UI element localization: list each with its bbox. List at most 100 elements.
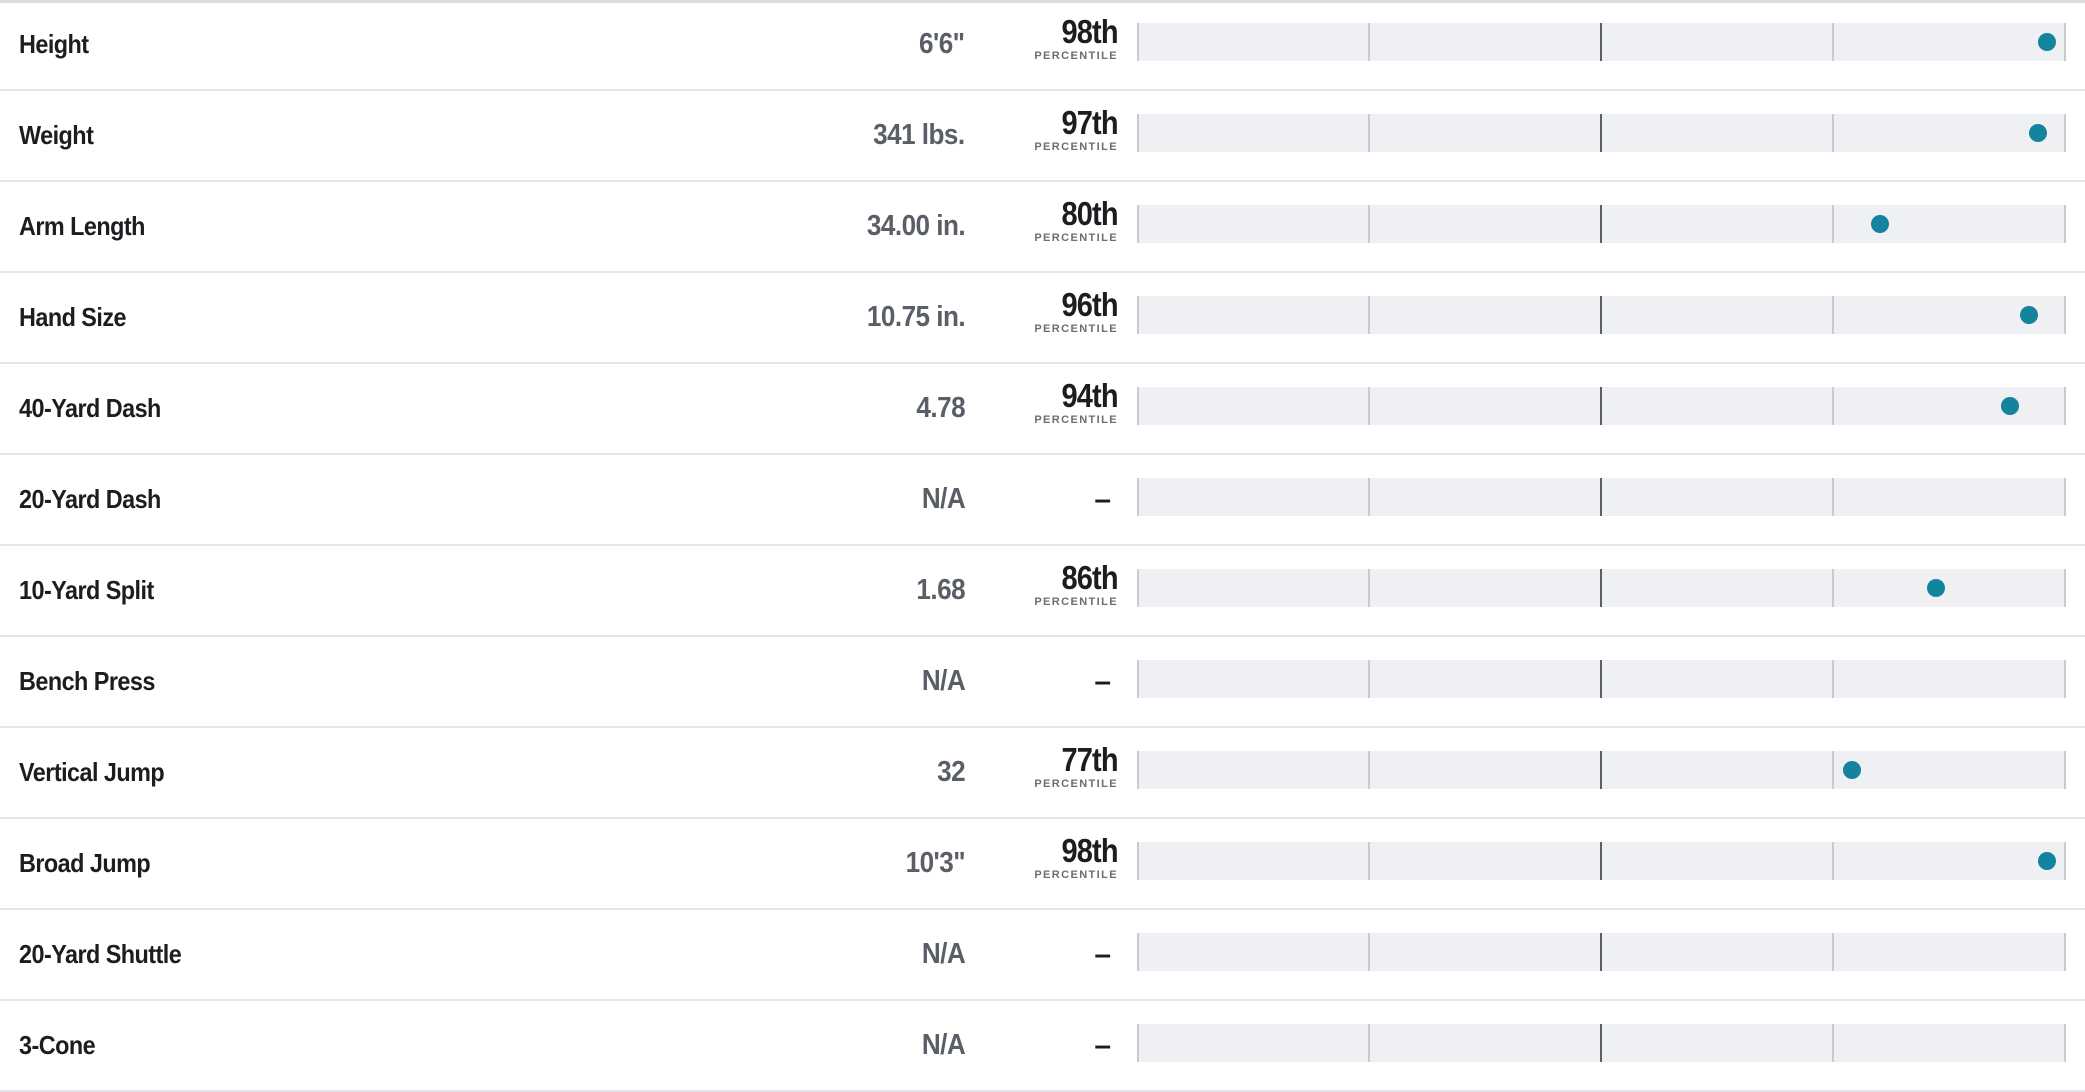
percentile-value: 98th	[1061, 13, 1119, 50]
metric-value: 341 lbs.	[873, 119, 966, 151]
metric-value: N/A	[921, 1029, 966, 1061]
percentile-caption: PERCENTILE	[1034, 232, 1118, 244]
track-tick	[1832, 842, 1834, 880]
track-midline	[1600, 296, 1602, 334]
track-tick	[1832, 205, 1834, 243]
table-row: Vertical Jump 32 77th PERCENTILE	[0, 728, 2085, 819]
track-tick	[1137, 387, 1139, 425]
metric-label: 40-Yard Dash	[19, 393, 161, 423]
percentile-block: 77th PERCENTILE	[1034, 741, 1119, 791]
table-row: Bench Press N/A –	[0, 637, 2085, 728]
track-tick	[1368, 751, 1370, 789]
percentile-caption: PERCENTILE	[1034, 414, 1118, 426]
metric-label: Bench Press	[19, 666, 155, 696]
table-row: Height 6'6" 98th PERCENTILE	[0, 0, 2085, 91]
percentile-empty-dash: –	[1094, 665, 1111, 698]
track-tick	[2064, 478, 2066, 516]
metric-label: Arm Length	[19, 211, 145, 241]
metric-label: 20-Yard Dash	[19, 484, 161, 514]
track-tick	[1832, 569, 1834, 607]
table-top-border	[0, 0, 2085, 3]
table-row: 20-Yard Dash N/A –	[0, 455, 2085, 546]
track-tick	[1832, 1024, 1834, 1062]
metric-value: 1.68	[916, 574, 965, 606]
percentile-track	[1137, 296, 2066, 334]
percentile-dot	[2038, 852, 2057, 870]
track-midline	[1600, 569, 1602, 607]
percentile-dot	[2038, 33, 2057, 51]
track-midline	[1600, 114, 1602, 152]
track-tick	[1832, 933, 1834, 971]
percentile-dot	[2029, 124, 2048, 142]
percentile-track	[1137, 478, 2066, 516]
percentile-track	[1137, 933, 2066, 971]
percentile-empty-dash: –	[1094, 1029, 1111, 1062]
table-row: Hand Size 10.75 in. 96th PERCENTILE	[0, 273, 2085, 364]
track-midline	[1600, 933, 1602, 971]
percentile-track	[1137, 387, 2066, 425]
track-midline	[1600, 751, 1602, 789]
percentile-track	[1137, 751, 2066, 789]
metric-value: 10.75 in.	[866, 301, 966, 333]
percentile-block: 94th PERCENTILE	[1034, 377, 1119, 427]
percentile-value: 77th	[1061, 741, 1119, 778]
track-tick	[1137, 478, 1139, 516]
percentile-block: 98th PERCENTILE	[1034, 833, 1119, 882]
percentile-value: 86th	[1061, 559, 1119, 596]
track-tick	[1368, 569, 1370, 607]
percentile-track	[1137, 205, 2066, 243]
track-tick	[1832, 387, 1834, 425]
percentile-value: 80th	[1061, 195, 1119, 232]
track-tick	[2064, 933, 2066, 971]
percentile-dot	[1871, 215, 1890, 233]
percentile-value: 97th	[1061, 104, 1119, 141]
percentile-caption: PERCENTILE	[1034, 778, 1118, 790]
track-tick	[1368, 23, 1370, 61]
track-tick	[1137, 1024, 1139, 1062]
track-tick	[2064, 751, 2066, 789]
metric-label: 20-Yard Shuttle	[19, 939, 182, 969]
track-tick	[1832, 23, 1834, 61]
percentile-track	[1137, 842, 2066, 880]
track-tick	[2064, 23, 2066, 61]
track-midline	[1600, 387, 1602, 425]
metric-label: 3-Cone	[19, 1030, 96, 1060]
track-tick	[1137, 842, 1139, 880]
track-tick	[1832, 751, 1834, 789]
table-row: 40-Yard Dash 4.78 94th PERCENTILE	[0, 364, 2085, 455]
percentile-block: 86th PERCENTILE	[1034, 559, 1119, 609]
percentile-track	[1137, 569, 2066, 607]
table-row: 10-Yard Split 1.68 86th PERCENTILE	[0, 546, 2085, 637]
track-tick	[1137, 205, 1139, 243]
track-tick	[1368, 660, 1370, 698]
percentile-value: 94th	[1061, 377, 1119, 414]
metric-label: Vertical Jump	[19, 757, 165, 787]
percentile-dot	[2019, 306, 2038, 324]
track-tick	[1137, 660, 1139, 698]
percentile-caption: PERCENTILE	[1034, 323, 1118, 335]
track-tick	[2064, 569, 2066, 607]
metric-label: Hand Size	[19, 302, 127, 332]
track-tick	[1137, 114, 1139, 152]
track-tick	[1832, 114, 1834, 152]
track-tick	[1832, 478, 1834, 516]
metric-value: N/A	[921, 938, 966, 970]
track-tick	[1368, 114, 1370, 152]
percentile-block: 80th PERCENTILE	[1034, 195, 1119, 245]
metric-value: 4.78	[916, 392, 965, 424]
track-tick	[2064, 660, 2066, 698]
track-midline	[1600, 842, 1602, 880]
track-tick	[1832, 296, 1834, 334]
track-tick	[1368, 1024, 1370, 1062]
percentile-track	[1137, 23, 2066, 61]
percentile-value: 96th	[1061, 286, 1119, 323]
metric-value: 34.00 in.	[866, 210, 966, 242]
percentile-dot	[1926, 579, 1945, 597]
track-tick	[2064, 114, 2066, 152]
metric-value: 10'3"	[905, 847, 966, 879]
percentile-track	[1137, 114, 2066, 152]
track-midline	[1600, 205, 1602, 243]
metric-label: Height	[19, 29, 89, 59]
track-tick	[1137, 569, 1139, 607]
track-tick	[2064, 1024, 2066, 1062]
